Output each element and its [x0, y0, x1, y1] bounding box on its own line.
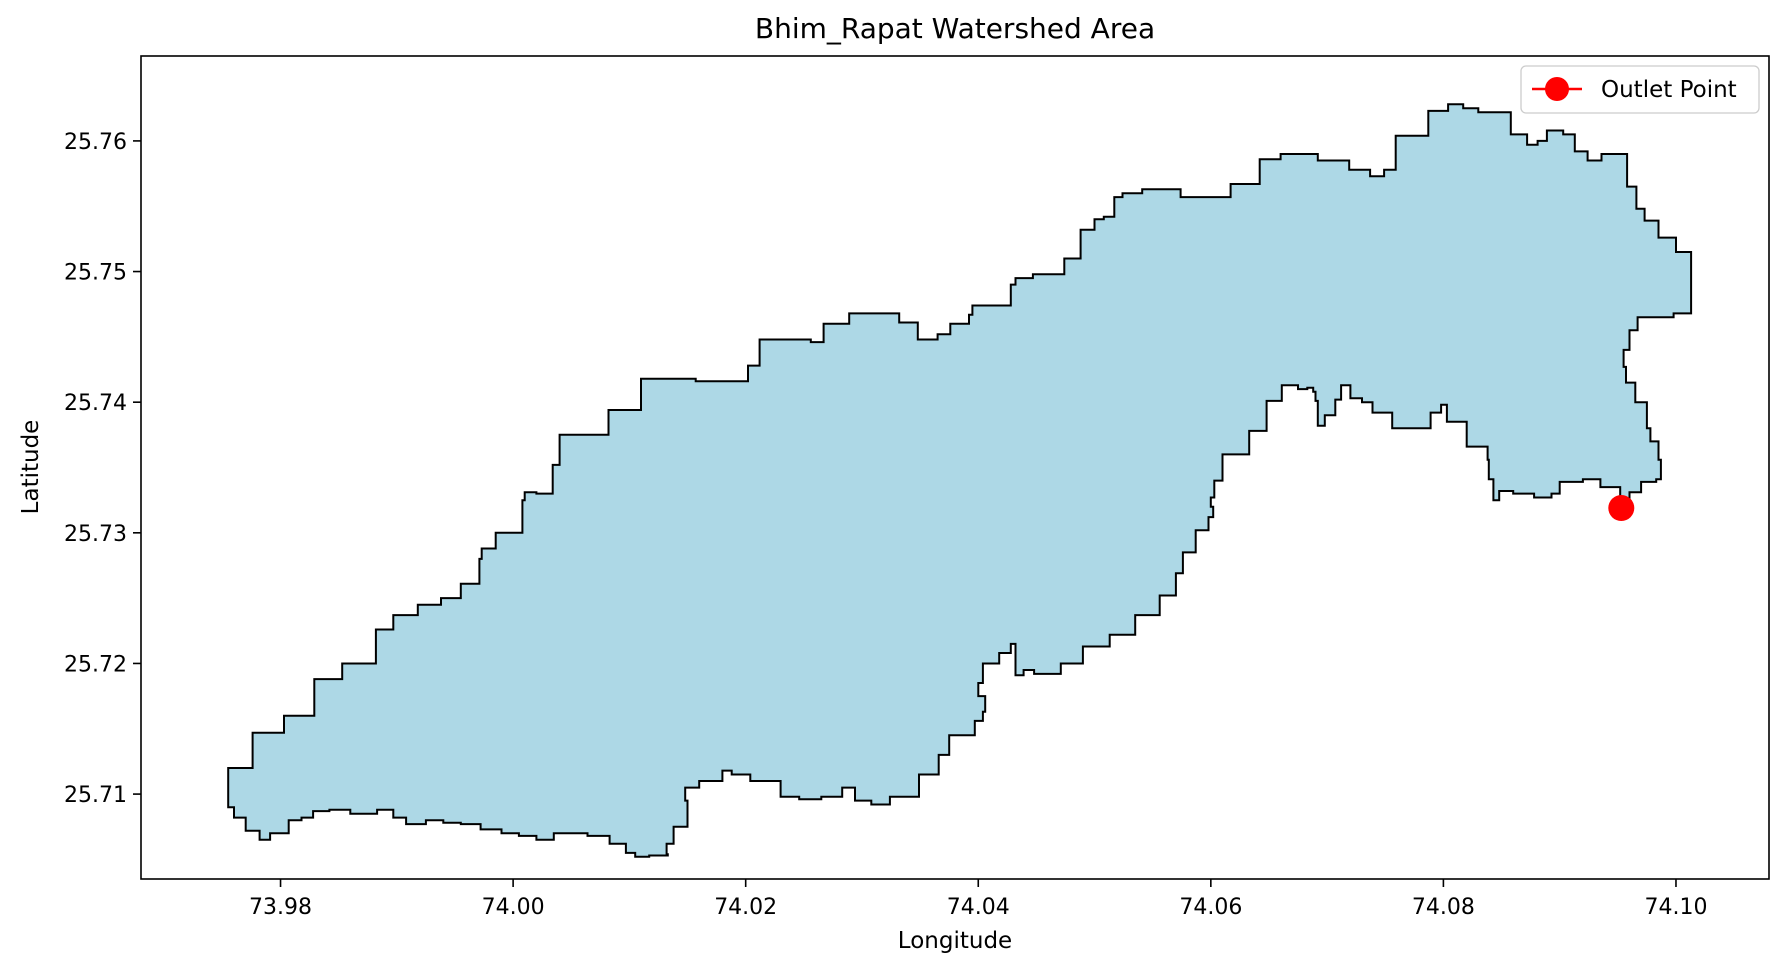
legend-frame [1520, 65, 1760, 114]
x-tick-label: 74.04 [947, 895, 1010, 920]
x-tick-label: 74.00 [482, 895, 545, 920]
chart-title: Bhim_Rapat Watershed Area [755, 12, 1155, 45]
x-axis: 73.98 74.00 74.02 74.04 74.06 74.08 74.10 [249, 879, 1707, 920]
y-tick-label: 25.71 [64, 783, 127, 808]
y-axis: 25.71 25.72 25.73 25.74 25.75 25.76 [64, 130, 141, 808]
x-tick-label: 73.98 [249, 895, 312, 920]
legend-marker [1545, 77, 1569, 101]
y-tick-label: 25.73 [64, 522, 127, 547]
y-tick-label: 25.76 [64, 130, 127, 155]
x-axis-label: Longitude [898, 928, 1012, 954]
x-tick-label: 74.06 [1179, 895, 1242, 920]
outlet-point-marker [1608, 495, 1635, 521]
x-tick-label: 74.02 [714, 895, 777, 920]
y-tick-label: 25.74 [64, 391, 127, 416]
y-tick-label: 25.72 [64, 652, 127, 677]
legend: Outlet Point [1520, 65, 1760, 114]
x-tick-label: 74.10 [1644, 895, 1707, 920]
watershed-polygon [227, 103, 1693, 858]
axes-frame [140, 55, 1770, 880]
plot-area [227, 103, 1693, 858]
y-axis-label: Latitude [18, 420, 44, 515]
legend-entry-outlet-point: Outlet Point [1601, 77, 1737, 103]
x-tick-label: 74.08 [1412, 895, 1475, 920]
y-tick-label: 25.75 [64, 261, 127, 286]
